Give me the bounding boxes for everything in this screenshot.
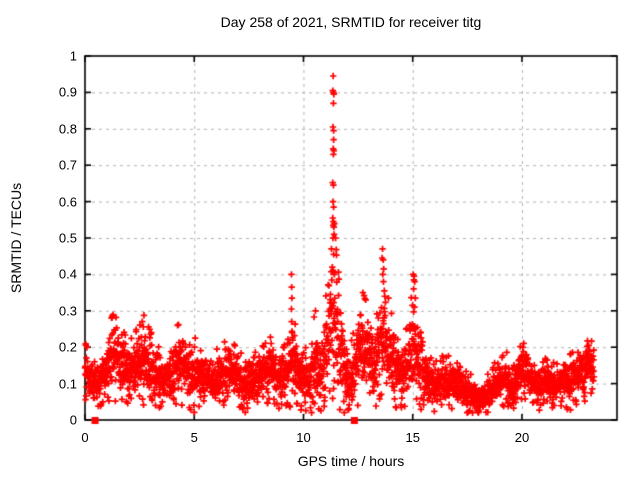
y-tick-label: 0.1 [58, 376, 77, 392]
y-tick-label: 0.3 [58, 303, 77, 319]
y-tick-label: 1 [69, 48, 77, 64]
y-tick-label: 0 [69, 412, 77, 428]
x-tick-label: 15 [405, 430, 420, 445]
y-tick-label: 0.7 [58, 157, 77, 173]
y-axis-label-text: SRMTID / TECUs [8, 182, 24, 294]
y-tick-label: 0.9 [58, 84, 77, 100]
x-tick-label: 20 [514, 430, 530, 445]
x-axis-label: GPS time / hours [297, 453, 405, 469]
x-tick-label: 0 [81, 430, 89, 445]
y-tick-label: 0.2 [58, 339, 77, 355]
y-tick-label: 0.4 [58, 266, 77, 282]
x-tick-label: 10 [296, 430, 311, 445]
y-tick-label: 0.6 [58, 194, 77, 210]
x-tick-label: 5 [190, 430, 198, 445]
chart-title: Day 258 of 2021, SRMTID for receiver tit… [220, 14, 482, 30]
y-tick-label: 0.8 [58, 121, 77, 137]
y-tick-label: 0.5 [58, 230, 77, 246]
